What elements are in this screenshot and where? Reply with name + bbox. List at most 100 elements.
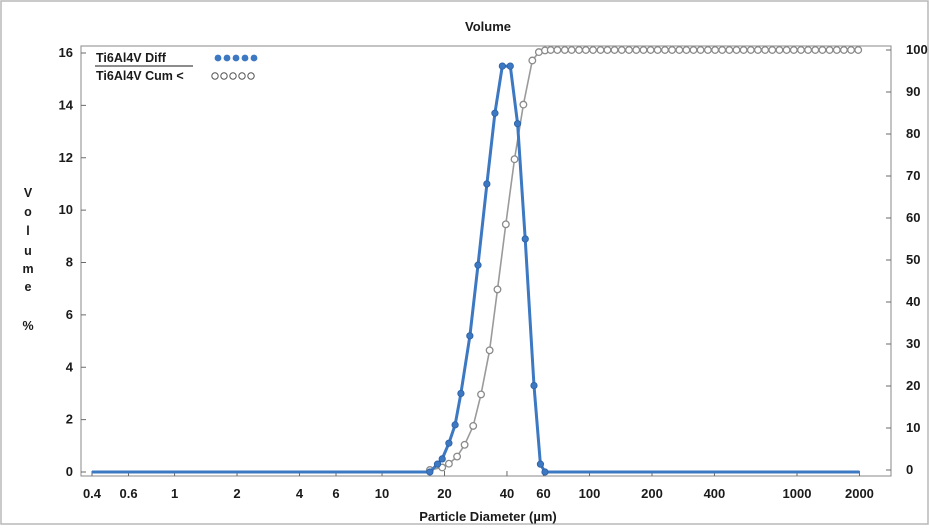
legend-label-diff: Ti6Al4V Diff — [96, 51, 167, 65]
y-axis-label-char: e — [25, 280, 32, 294]
x-tick-label: 60 — [536, 486, 550, 501]
cum-data-point — [739, 46, 748, 54]
cum-data-point — [453, 452, 462, 461]
right-tick-label: 80 — [906, 126, 920, 141]
cum-data-point — [444, 459, 453, 468]
y-axis-label-char: m — [22, 262, 33, 276]
cum-data-point — [493, 285, 502, 294]
cum-data-point — [753, 46, 762, 54]
cum-data-point — [581, 46, 590, 54]
x-tick-label: 20 — [437, 486, 451, 501]
cum-data-point — [746, 46, 755, 54]
x-tick-label: 400 — [704, 486, 726, 501]
x-tick-label: 40 — [500, 486, 514, 501]
cum-data-point — [718, 46, 727, 54]
right-tick-label: 30 — [906, 336, 920, 351]
diff-data-point — [491, 109, 499, 117]
x-tick-label: 1 — [171, 486, 178, 501]
legend-cum-dot — [229, 72, 237, 80]
legend-diff-dot — [223, 54, 231, 62]
cum-data-point — [485, 346, 494, 355]
left-tick-label: 10 — [59, 202, 73, 217]
legend: Ti6Al4V Diff Ti6Al4V Cum < — [95, 51, 258, 83]
diff-data-point — [426, 468, 434, 476]
right-tick-label: 60 — [906, 210, 920, 225]
chart-title: Volume — [465, 19, 511, 34]
cum-data-point — [519, 100, 528, 109]
x-tick-label: 0.6 — [119, 486, 137, 501]
cum-data-point — [596, 46, 605, 54]
cum-data-point — [725, 46, 734, 54]
diff-data-point — [457, 389, 465, 398]
cum-data-point — [818, 46, 827, 54]
legend-diff-dot — [214, 54, 222, 62]
left-tick-label: 16 — [59, 45, 73, 60]
cum-data-point — [839, 46, 848, 54]
diff-data-point — [506, 62, 514, 70]
x-tick-label: 2000 — [845, 486, 874, 501]
cum-data-point — [469, 421, 478, 430]
series-cumulative — [425, 46, 863, 474]
cum-data-point — [553, 46, 562, 54]
diff-data-point — [541, 468, 549, 476]
y-axis-label-char: u — [24, 244, 32, 258]
x-axis-label: Particle Diameter (µm) — [419, 509, 557, 524]
diff-data-point — [536, 460, 545, 468]
y-axis-label-char: l — [26, 224, 29, 238]
cum-data-point — [528, 56, 537, 65]
cum-data-point — [775, 46, 784, 54]
diff-data-point — [474, 261, 482, 269]
legend-cum-dot — [220, 72, 228, 80]
cum-data-point — [832, 46, 841, 54]
cum-data-point — [560, 46, 569, 54]
diff-data-point — [498, 62, 506, 70]
y-axis-label-char: o — [24, 205, 32, 219]
cum-data-point — [653, 46, 662, 54]
cum-data-point — [825, 46, 834, 54]
cum-data-point — [661, 46, 669, 54]
cum-data-point — [854, 46, 863, 54]
diff-data-point — [433, 460, 442, 468]
cum-data-point — [711, 46, 720, 54]
y-axis-label: Volume% — [22, 186, 33, 333]
cum-data-point — [732, 46, 741, 54]
right-tick-label: 100 — [906, 42, 928, 57]
cum-data-point — [811, 46, 820, 54]
left-tick-label: 6 — [66, 307, 73, 322]
left-tick-label: 4 — [66, 359, 74, 374]
left-tick-label: 2 — [66, 412, 73, 427]
left-tick-label: 0 — [66, 464, 73, 479]
diff-data-point — [451, 421, 459, 429]
cum-data-point — [668, 46, 677, 54]
legend-diff-dot — [241, 54, 249, 62]
cum-data-point — [575, 46, 583, 54]
cum-data-point — [460, 440, 469, 449]
right-tick-label: 10 — [906, 420, 920, 435]
diff-data-point — [483, 180, 491, 188]
cum-data-point — [610, 46, 619, 54]
cum-data-point — [632, 46, 641, 54]
right-axis-ticks: 0 10 20 30 40 50 60 70 80 90 100 — [886, 42, 928, 477]
cum-data-point — [675, 46, 684, 54]
diff-data-point — [513, 120, 522, 128]
cum-data-point — [567, 46, 576, 54]
legend-marker-diff — [214, 54, 258, 62]
left-tick-label: 12 — [59, 150, 73, 165]
cum-data-point — [625, 46, 633, 54]
y-axis-label-char: % — [22, 319, 33, 333]
diff-data-point — [438, 455, 446, 463]
cum-data-point — [646, 46, 655, 54]
legend-label-cum: Ti6Al4V Cum < — [96, 69, 184, 83]
x-tick-label: 200 — [641, 486, 663, 501]
cum-data-point — [703, 46, 712, 54]
right-tick-label: 0 — [906, 462, 913, 477]
cum-data-point — [603, 46, 612, 54]
diff-data-point — [521, 235, 529, 243]
cum-data-point — [782, 46, 791, 54]
cum-data-point — [696, 46, 705, 54]
legend-cum-dot — [238, 72, 246, 80]
left-tick-label: 8 — [66, 255, 73, 270]
x-tick-label: 10 — [375, 486, 389, 501]
